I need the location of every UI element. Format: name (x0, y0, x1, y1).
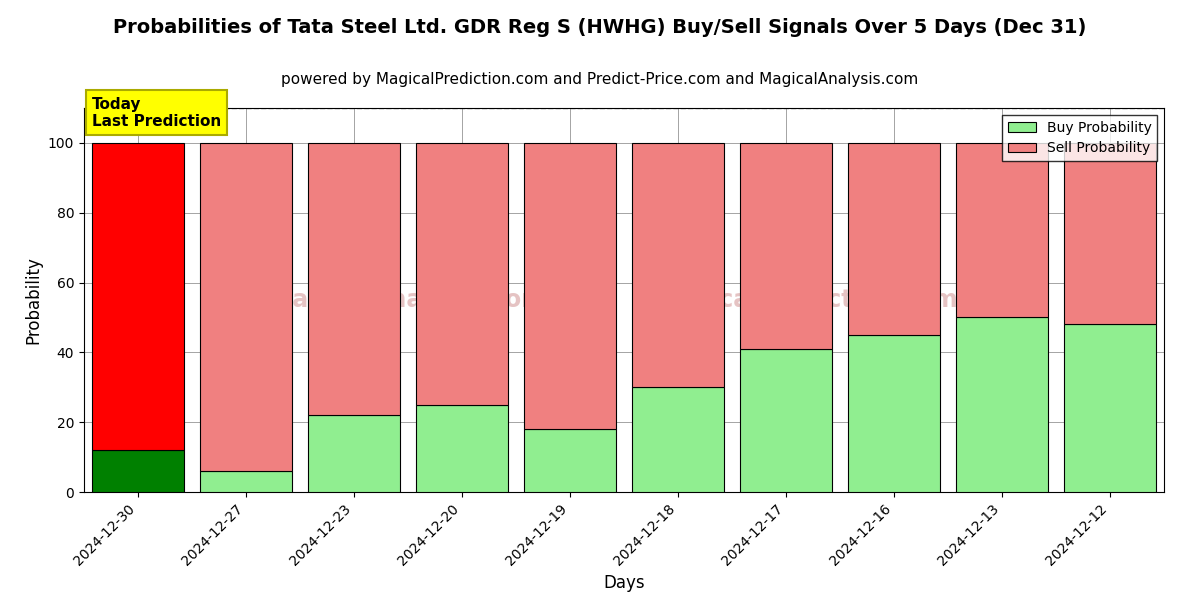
Bar (956, 317, 1048, 492)
Bar (1064, 143, 1156, 325)
Text: Probabilities of Tata Steel Ltd. GDR Reg S (HWHG) Buy/Sell Signals Over 5 Days (: Probabilities of Tata Steel Ltd. GDR Reg… (113, 18, 1087, 37)
Bar (956, 143, 1048, 317)
Bar (200, 143, 292, 471)
Legend: Buy Probability, Sell Probability: Buy Probability, Sell Probability (1002, 115, 1157, 161)
Bar (308, 415, 400, 492)
Bar (1064, 325, 1156, 492)
Bar (524, 143, 616, 429)
Bar (524, 429, 616, 492)
Text: powered by MagicalPrediction.com and Predict-Price.com and MagicalAnalysis.com: powered by MagicalPrediction.com and Pre… (281, 72, 919, 87)
Bar (740, 349, 832, 492)
Text: MagicalAnalysis.com: MagicalAnalysis.com (270, 288, 546, 312)
Bar (92, 143, 184, 450)
X-axis label: Days: Days (604, 574, 644, 592)
Bar (416, 405, 508, 492)
Bar (740, 143, 832, 349)
Bar (848, 335, 940, 492)
Bar (632, 143, 724, 387)
Text: MagicalPrediction.com: MagicalPrediction.com (656, 288, 959, 312)
Bar (848, 143, 940, 335)
Bar (200, 471, 292, 492)
Bar (92, 450, 184, 492)
Y-axis label: Probability: Probability (24, 256, 42, 344)
Text: Today
Last Prediction: Today Last Prediction (92, 97, 221, 129)
Bar (632, 387, 724, 492)
Bar (416, 143, 508, 405)
Bar (308, 143, 400, 415)
